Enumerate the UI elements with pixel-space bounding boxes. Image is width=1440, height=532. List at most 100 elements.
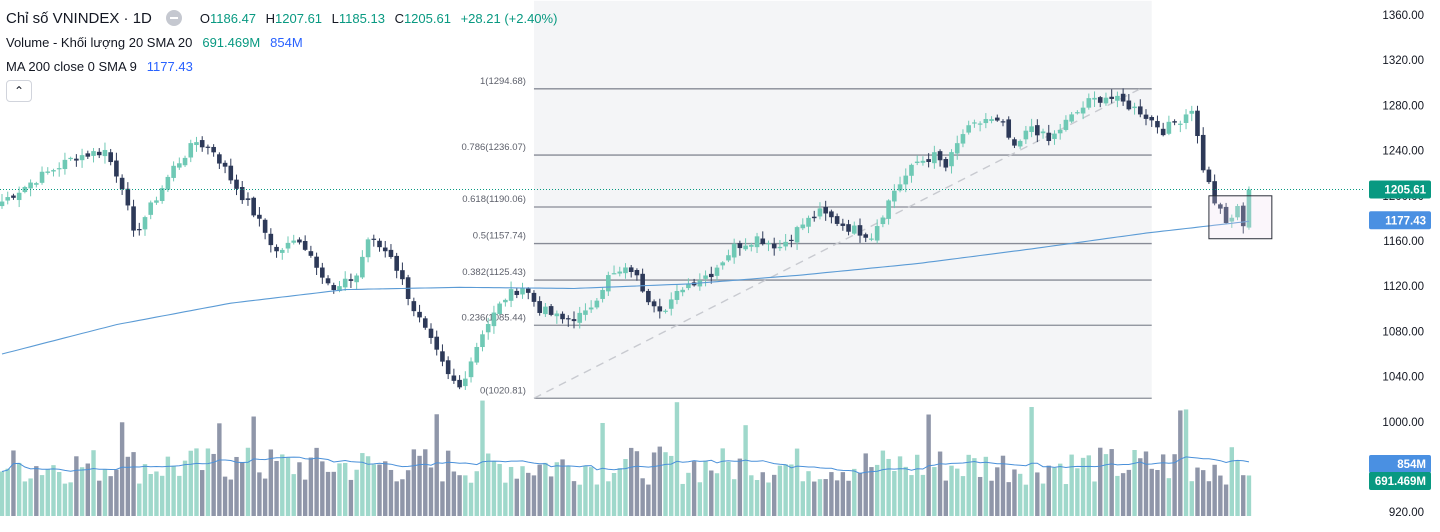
high-label: H: [265, 10, 276, 26]
candle-body: [497, 303, 502, 315]
ma-indicator-label[interactable]: MA 200 close 0 SMA 9: [6, 58, 137, 74]
volume-bar: [531, 475, 537, 516]
volume-bar: [165, 456, 171, 516]
volume-bar: [972, 458, 977, 516]
ma-value-tag: [1369, 211, 1431, 230]
fib-level-label: 0.618(1190.06): [462, 194, 526, 205]
candle-body: [686, 283, 691, 289]
volume-bar: [262, 478, 268, 516]
y-tick-label: 1320.00: [1382, 55, 1424, 67]
volume-bar: [1183, 409, 1189, 516]
last-price-tag-text: 1205.61: [1384, 184, 1426, 196]
volume-bar: [709, 470, 714, 516]
candle-body: [966, 125, 971, 133]
volume-bar: [383, 461, 388, 516]
volume-bar: [365, 456, 371, 516]
candle-body: [640, 273, 645, 292]
candle-body: [846, 224, 851, 232]
candle-body: [257, 214, 262, 219]
volume-bar: [1172, 454, 1177, 516]
candle-body: [892, 190, 897, 202]
candle-body: [360, 256, 365, 278]
chevron-up-icon[interactable]: ⌃: [6, 80, 32, 102]
candle-body: [131, 206, 136, 231]
candle-body: [217, 154, 222, 164]
volume-bar: [468, 482, 474, 516]
candle-body: [663, 310, 668, 312]
volume-bar: [451, 471, 457, 516]
volume-bar: [1075, 468, 1080, 516]
volume-bar: [1023, 484, 1029, 516]
volume-bar: [697, 482, 703, 516]
price-axis[interactable]: 1360.001320.001280.001240.001200.001160.…: [1364, 0, 1440, 532]
volume-bar: [937, 451, 943, 516]
volume-bar: [1201, 470, 1206, 516]
candle-body: [789, 239, 794, 242]
volume-bar: [285, 457, 291, 516]
candle-body: [325, 278, 331, 284]
candle-body: [79, 155, 85, 161]
volume-bar: [97, 480, 102, 516]
volume-bar: [348, 479, 354, 516]
volume-bar: [222, 476, 228, 516]
volume-bar: [846, 480, 851, 516]
candle-body: [16, 192, 22, 201]
candle-body: [1012, 139, 1017, 146]
candle-body: [1120, 93, 1126, 102]
candle-body: [91, 151, 96, 156]
selection-rectangle[interactable]: [1208, 195, 1273, 240]
candle-body: [434, 336, 440, 350]
candle-body: [1052, 133, 1057, 139]
volume-bar: [125, 456, 131, 516]
volume-bar: [520, 466, 525, 516]
candle-body: [960, 134, 966, 144]
candle-body: [485, 324, 491, 333]
candle-body: [251, 197, 256, 216]
volume-bar: [74, 456, 79, 516]
volume-bar: [1155, 470, 1160, 516]
symbol-title[interactable]: Chỉ số VNINDEX · 1D: [6, 9, 152, 27]
candle-body: [611, 273, 617, 275]
volume-indicator-label[interactable]: Volume - Khối lượng 20 SMA 20: [6, 34, 193, 50]
volume-bar: [182, 460, 188, 516]
volume-bar: [1212, 464, 1217, 516]
candle-body: [726, 255, 731, 261]
volume-bar: [646, 484, 651, 516]
fib-level-label: 0.786(1236.07): [462, 142, 526, 153]
volume-bar: [995, 467, 1000, 516]
candle-body: [794, 227, 800, 243]
volume-bar: [85, 463, 90, 516]
fib-trend-line[interactable]: [533, 88, 1141, 399]
candle-body: [623, 267, 628, 274]
volume-bar: [543, 462, 548, 516]
fib-level-label: 1(1294.68): [480, 76, 526, 87]
candle-body: [354, 275, 359, 283]
candle-body: [886, 200, 891, 219]
volume-bar: [154, 471, 159, 516]
volume-bar: [537, 464, 542, 516]
volume-bar: [1132, 449, 1137, 516]
candle-body: [926, 159, 931, 162]
volume-bar: [909, 475, 914, 516]
candle-body: [51, 170, 56, 172]
volume-bar: [840, 472, 846, 516]
candle-body: [342, 278, 348, 288]
low-label: L: [331, 10, 339, 26]
volume-bar: [731, 479, 737, 516]
volume-bar: [440, 481, 445, 516]
candle-body: [840, 223, 846, 226]
volume-bar: [1052, 467, 1057, 516]
candle-body: [1029, 126, 1034, 133]
volume-bar: [1103, 454, 1109, 516]
volume-bar: [371, 464, 376, 516]
volume-bar: [411, 449, 417, 516]
candle-body: [1149, 117, 1155, 121]
minus-circle-icon[interactable]: [165, 10, 182, 26]
volume-bar: [806, 471, 811, 516]
volume-bar: [817, 479, 823, 516]
fibonacci-retracement[interactable]: 1(1294.68) 0.786(1236.07) 0.618(1190.06) 0.…: [462, 0, 1152, 399]
volume-bar: [57, 472, 62, 516]
volume-bar: [674, 402, 680, 516]
candle-body: [45, 171, 51, 173]
